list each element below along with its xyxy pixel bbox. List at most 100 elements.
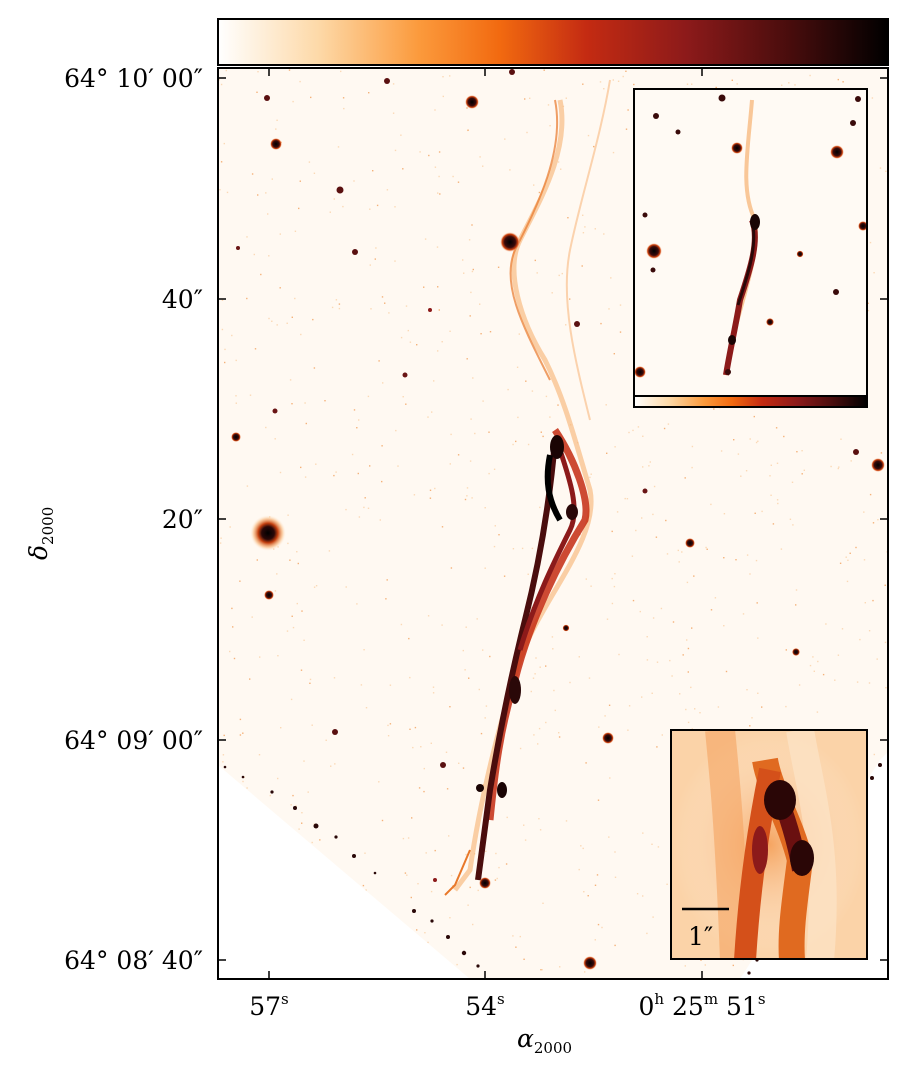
noise-speck [410, 896, 412, 899]
noise-speck [484, 717, 486, 719]
noise-speck [389, 723, 392, 725]
noise-speck [561, 272, 563, 275]
noise-speck [757, 692, 759, 694]
noise-speck [416, 929, 418, 931]
noise-speck [542, 435, 544, 438]
noise-speck [288, 69, 291, 71]
noise-speck [628, 705, 631, 707]
noise-speck [311, 841, 313, 844]
noise-speck [636, 893, 639, 895]
noise-speck [452, 175, 454, 178]
noise-speck [474, 432, 476, 435]
noise-speck [885, 170, 887, 172]
noise-speck [310, 96, 312, 99]
noise-speck [450, 567, 453, 569]
noise-speck [856, 681, 859, 683]
noise-speck [449, 917, 451, 919]
noise-speck [466, 495, 468, 497]
noise-speck [400, 623, 403, 626]
noise-speck [868, 682, 871, 684]
noise-speck [249, 394, 252, 396]
noise-speck [463, 272, 465, 274]
noise-speck [840, 438, 842, 440]
noise-speck [462, 649, 464, 652]
noise-speck [740, 475, 742, 477]
noise-speck [642, 832, 644, 834]
noise-speck [470, 418, 472, 420]
noise-speck [246, 236, 248, 238]
noise-speck [795, 604, 797, 606]
noise-speck [257, 194, 259, 196]
noise-speck [596, 874, 599, 876]
noise-speck [467, 129, 469, 131]
noise-speck [465, 626, 467, 628]
noise-speck [541, 969, 543, 971]
noise-speck [534, 673, 536, 675]
inset-top-right [633, 88, 868, 408]
noise-speck [394, 260, 396, 262]
noise-speck [745, 470, 748, 472]
noise-speck [260, 273, 262, 276]
noise-speck [424, 932, 426, 934]
noise-speck [661, 734, 663, 736]
noise-speck [279, 233, 281, 235]
noise-speck [493, 545, 496, 548]
noise-speck [345, 508, 347, 511]
noise-speck [581, 265, 583, 267]
x-tick-label: 0h 25m 51s [638, 990, 766, 1021]
noise-speck [287, 542, 289, 545]
noise-speck [677, 549, 679, 552]
noise-speck [494, 525, 496, 527]
noise-speck [608, 308, 610, 310]
noise-speck [301, 822, 303, 824]
noise-speck [433, 380, 435, 382]
noise-speck [590, 585, 592, 587]
noise-speck [775, 427, 778, 429]
noise-speck [733, 439, 735, 441]
noise-speck [480, 333, 482, 335]
noise-speck [567, 217, 569, 219]
noise-speck [801, 450, 803, 452]
noise-speck [434, 849, 436, 852]
noise-speck [369, 465, 371, 467]
noise-speck [338, 307, 341, 310]
noise-speck [524, 98, 526, 100]
noise-speck [382, 382, 384, 384]
noise-speck [287, 514, 289, 516]
noise-speck [409, 676, 411, 679]
noise-speck [545, 395, 548, 398]
noise-speck [387, 735, 390, 737]
noise-speck [482, 400, 484, 402]
noise-speck [609, 777, 611, 779]
noise-speck [493, 468, 496, 470]
noise-speck [222, 761, 224, 763]
noise-speck [438, 175, 440, 178]
noise-speck [693, 575, 695, 577]
noise-speck [425, 852, 427, 854]
noise-speck [466, 487, 469, 489]
noise-speck [657, 846, 660, 848]
noise-speck [405, 305, 408, 307]
noise-speck [392, 83, 395, 85]
noise-speck [534, 259, 536, 262]
noise-speck [276, 324, 278, 326]
noise-speck [642, 466, 644, 468]
noise-speck [276, 573, 278, 575]
noise-speck [438, 309, 440, 311]
noise-speck [222, 754, 225, 756]
noise-speck [369, 208, 371, 210]
noise-speck [218, 79, 220, 81]
noise-speck [275, 128, 277, 130]
noise-speck [353, 180, 355, 182]
noise-speck [220, 161, 223, 163]
noise-speck [381, 480, 383, 483]
noise-speck [376, 204, 379, 207]
noise-speck [299, 180, 301, 182]
noise-speck [614, 944, 616, 947]
noise-speck [761, 706, 763, 708]
noise-speck [687, 671, 689, 673]
axis-ticks [218, 68, 888, 979]
main-image-frame [217, 67, 889, 980]
noise-speck [469, 460, 472, 462]
noise-speck [551, 292, 553, 294]
